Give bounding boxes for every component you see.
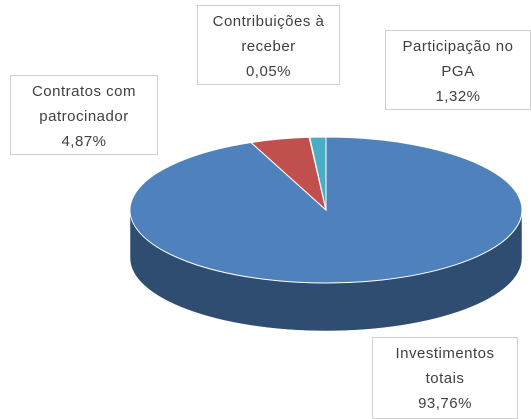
data-label: Investimentos totais 93,76% [372, 337, 518, 419]
value-label: 1,32% [435, 88, 481, 105]
data-label: Contratos com patrocinador 4,87% [10, 75, 158, 155]
category-label: Investimentos totais [395, 345, 495, 387]
category-label: Contribuições à receber [212, 13, 325, 55]
value-label: 4,87% [61, 133, 107, 150]
slice [309, 136, 327, 211]
data-label: Contribuições à receber 0,05% [197, 5, 340, 85]
category-label: Contratos com patrocinador [31, 83, 137, 125]
category-label: Participação no PGA [402, 38, 514, 80]
value-label: 0,05% [245, 63, 292, 80]
data-label: Participação no PGA 1,32% [385, 30, 531, 110]
value-label: 93,76% [418, 395, 472, 412]
